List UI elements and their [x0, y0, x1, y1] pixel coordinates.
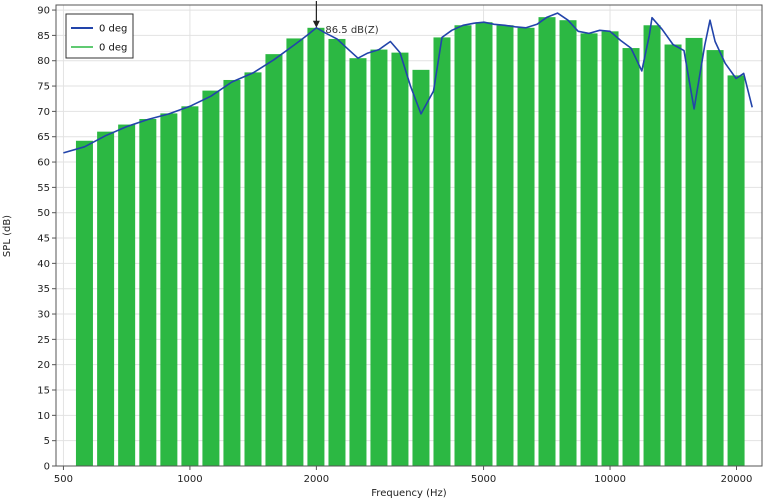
y-tick-label: 80 — [37, 56, 50, 67]
legend-label: 0 deg — [99, 43, 127, 54]
bar — [181, 106, 199, 467]
line-series — [63, 12, 753, 154]
y-tick-label: 55 — [37, 183, 50, 194]
y-tick-label: 70 — [37, 107, 50, 118]
bar — [685, 37, 703, 467]
x-tick-label: 2000 — [304, 474, 329, 485]
bar — [75, 140, 93, 466]
bar — [391, 52, 409, 466]
x-tick-label: 20000 — [721, 474, 753, 485]
x-axis-label: Frequency (Hz) — [371, 488, 447, 499]
x-axis: 500 1000 2000 5000 10000 20000 — [54, 466, 753, 485]
plot-frame — [55, 4, 763, 467]
bar — [160, 113, 178, 467]
y-tick-label: 75 — [37, 82, 50, 93]
y-axis: 0 5 10 15 20 25 30 35 40 45 50 55 60 65 70 75 80 85 90 — [37, 6, 56, 473]
peak-annotation: 86.5 dB(Z) — [312, 1, 379, 36]
annotation-label: 86.5 dB(Z) — [325, 25, 378, 36]
bar — [265, 54, 283, 467]
bar — [223, 79, 241, 466]
y-tick-label: 65 — [37, 132, 50, 143]
bar — [706, 50, 724, 466]
bar — [370, 49, 388, 466]
x-tick-label: 500 — [54, 474, 73, 485]
y-tick-label: 0 — [44, 462, 50, 473]
bar — [601, 31, 619, 466]
y-tick-label: 50 — [37, 208, 50, 219]
bar — [349, 58, 367, 466]
bar — [139, 118, 157, 466]
bar-series — [75, 17, 745, 467]
bar — [622, 48, 640, 467]
y-tick-label: 30 — [37, 310, 50, 321]
y-tick-label: 20 — [37, 360, 50, 371]
bar — [517, 27, 535, 467]
bar — [727, 75, 745, 467]
legend-box — [65, 13, 134, 59]
bar — [118, 124, 136, 467]
y-tick-label: 85 — [37, 31, 50, 42]
bar — [307, 27, 325, 467]
bar — [580, 33, 598, 466]
bar — [664, 44, 682, 467]
y-tick-label: 45 — [37, 234, 50, 245]
y-tick-label: 5 — [44, 436, 50, 447]
x-tick-label: 10000 — [594, 474, 626, 485]
bar — [328, 38, 346, 466]
legend-label: 0 deg — [99, 24, 127, 35]
bar — [475, 22, 493, 466]
y-tick-label: 35 — [37, 284, 50, 295]
y-tick-label: 40 — [37, 259, 50, 270]
bar — [433, 37, 451, 467]
bar — [538, 17, 556, 467]
legend: 0 deg 0 deg — [65, 13, 134, 59]
bar — [496, 25, 514, 467]
bar — [559, 20, 577, 466]
y-tick-label: 15 — [37, 386, 50, 397]
x-tick-label: 1000 — [177, 474, 202, 485]
y-tick-label: 10 — [37, 411, 50, 422]
bar — [643, 25, 661, 467]
bar — [286, 38, 304, 466]
bar — [97, 131, 115, 466]
y-tick-label: 90 — [37, 6, 50, 17]
bar — [202, 90, 220, 466]
x-tick-label: 5000 — [471, 474, 496, 485]
annotation-arrowhead — [312, 20, 320, 28]
y-tick-label: 25 — [37, 335, 50, 346]
series-line — [63, 12, 753, 154]
bar — [244, 72, 262, 466]
y-tick-label: 60 — [37, 158, 50, 169]
bar — [454, 25, 472, 467]
bar — [412, 69, 430, 466]
y-axis-label: SPL (dB) — [2, 215, 13, 257]
